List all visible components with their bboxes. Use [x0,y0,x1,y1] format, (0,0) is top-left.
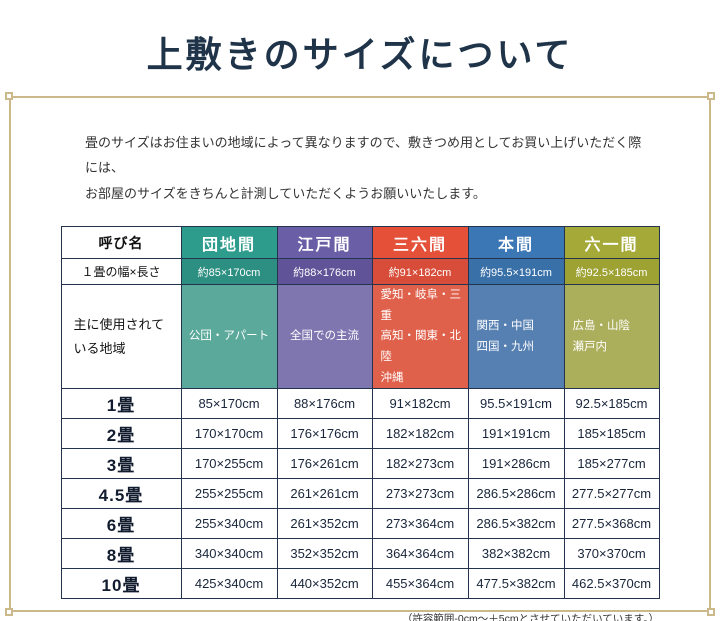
size-value: 91×182cm [371,388,469,420]
width-value: 約85×170cm [180,258,278,286]
size-value: 170×170cm [180,418,278,450]
size-value: 191×286cm [467,448,565,480]
region-cell-rokuichima: 広島・山陰 瀬戸内 [563,284,660,390]
size-row-label: 10畳 [60,568,182,600]
width-row-label: １畳の幅×長さ [60,258,182,286]
size-value: 261×352cm [276,508,373,540]
size-value: 176×176cm [276,418,373,450]
table-row-3jo: 3畳 170×255cm 176×261cm 182×273cm 191×286… [60,448,660,480]
size-value: 277.5×368cm [563,508,660,540]
size-value: 340×340cm [180,538,278,570]
size-value: 286.5×382cm [467,508,565,540]
width-value: 約88×176cm [276,258,373,286]
intro-text: 畳のサイズはお住まいの地域によって異なりますので、敷きつめ用としてお買い上げいた… [85,130,649,206]
size-value: 273×273cm [371,478,469,510]
region-cell-edoma: 全国での主流 [276,284,373,390]
size-value: 370×370cm [563,538,660,570]
size-row-label: 2畳 [60,418,182,450]
table-row-1jo: 1畳 85×170cm 88×176cm 91×182cm 95.5×191cm… [60,388,660,420]
intro-line-1: 畳のサイズはお住まいの地域によって異なりますので、敷きつめ用としてお買い上げいた… [85,135,642,176]
column-header-rokuichima: 六一間 [563,226,660,260]
table-row-8jo: 8畳 340×340cm 352×352cm 364×364cm 382×382… [60,538,660,570]
size-value: 182×273cm [371,448,469,480]
region-label-line-2: いる地域 [73,340,126,356]
region-text: 全国での主流 [290,330,359,343]
width-value: 約92.5×185cm [563,258,660,286]
size-value: 255×255cm [180,478,278,510]
header-row: 呼び名 団地間 江戸間 三六間 本間 六一間 [60,226,660,260]
column-header-edoma: 江戸間 [276,226,373,260]
frame-corner-bottom-left [5,608,13,616]
size-value: 261×261cm [276,478,373,510]
region-cell-danchima: 公団・アパート [180,284,278,390]
size-value: 92.5×185cm [563,388,660,420]
size-value: 255×340cm [180,508,278,540]
table-row-2jo: 2畳 170×170cm 176×176cm 182×182cm 191×191… [60,418,660,450]
size-value: 382×382cm [467,538,565,570]
size-value: 286.5×286cm [467,478,565,510]
region-text: 四国・九州 [476,340,535,353]
region-text: 愛知・岐阜・三重 [380,289,462,322]
size-value: 176×261cm [276,448,373,480]
column-header-danchima: 団地間 [180,226,278,260]
region-text: 沖縄 [380,371,404,384]
size-value: 185×185cm [563,418,660,450]
frame-corner-top-right [707,92,715,100]
size-value: 477.5×382cm [467,568,565,600]
size-value: 455×364cm [371,568,469,600]
size-value: 182×182cm [371,418,469,450]
region-text: 高知・関東・北陸 [380,330,462,364]
region-cell-sanrokuma: 愛知・岐阜・三重 高知・関東・北陸 沖縄 [371,284,469,390]
size-row-label: 1畳 [60,388,182,420]
size-value: 273×364cm [371,508,469,540]
column-header-sanrokuma: 三六間 [371,226,469,260]
size-row-label: 8畳 [60,538,182,570]
decorative-frame: 畳のサイズはお住まいの地域によって異なりますので、敷きつめ用としてお買い上げいた… [5,92,715,621]
page-title: 上敷きのサイズについて [146,35,574,75]
region-text: 公団・アパート [188,330,270,343]
size-row-label: 3畳 [60,448,182,480]
size-row-label: 4.5畳 [60,478,182,510]
size-value: 364×364cm [371,538,469,570]
region-text: 関西・中国 [476,320,535,333]
region-label-line-1: 主に使用されて [73,317,165,333]
region-cell-honma: 関西・中国 四国・九州 [467,284,565,390]
width-value: 約95.5×191cm [467,258,565,286]
tatami-size-table: 呼び名 団地間 江戸間 三六間 本間 六一間 １畳の幅×長さ 約85×170cm… [60,226,660,600]
mat-width-row: １畳の幅×長さ 約85×170cm 約88×176cm 約91×182cm 約9… [60,258,660,286]
frame-corner-bottom-right [707,608,715,616]
width-value: 約91×182cm [371,258,469,286]
region-row-label: 主に使用されて いる地域 [60,284,182,390]
size-value: 191×191cm [467,418,565,450]
column-header-honma: 本間 [467,226,565,260]
size-value: 440×352cm [276,568,373,600]
size-value: 95.5×191cm [467,388,565,420]
table-row-10jo: 10畳 425×340cm 440×352cm 455×364cm 477.5×… [60,568,660,600]
tolerance-note: （許容範囲-0cm～＋5cmとさせていただいています。） [401,613,659,621]
region-text: 瀬戸内 [572,340,608,353]
size-row-label: 6畳 [60,508,182,540]
size-value: 85×170cm [180,388,278,420]
size-value: 88×176cm [276,388,373,420]
intro-line-2: お部屋のサイズをきちんと計測していただくようお願いいたします。 [85,185,486,201]
size-value: 185×277cm [563,448,660,480]
size-value: 170×255cm [180,448,278,480]
size-value: 352×352cm [276,538,373,570]
region-row: 主に使用されて いる地域 公団・アパート 全国での主流 愛知・岐阜・三重 高知・… [60,284,660,390]
table-row-4-5jo: 4.5畳 255×255cm 261×261cm 273×273cm 286.5… [60,478,660,510]
table-row-6jo: 6畳 255×340cm 261×352cm 273×364cm 286.5×3… [60,508,660,540]
frame-corner-top-left [5,92,13,100]
size-value: 462.5×370cm [563,568,660,600]
region-text: 広島・山陰 [572,320,631,333]
corner-header: 呼び名 [60,226,182,260]
size-value: 277.5×277cm [563,478,660,510]
size-value: 425×340cm [180,568,278,600]
